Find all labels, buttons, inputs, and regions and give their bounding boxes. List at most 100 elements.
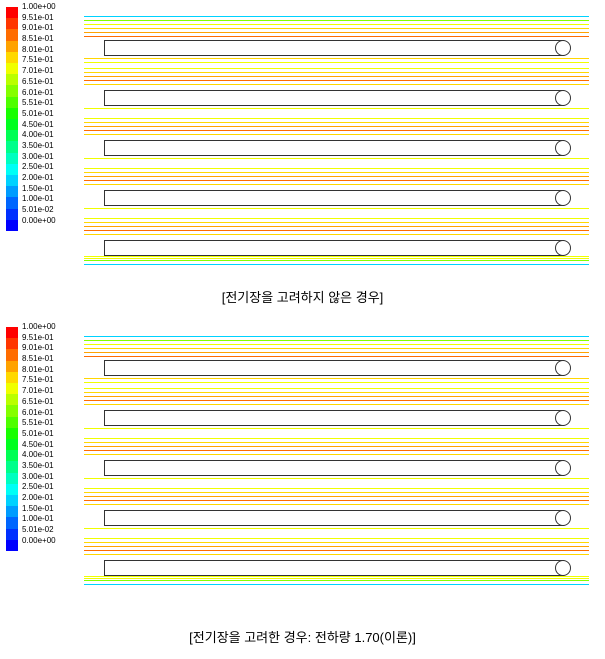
streamline [84, 32, 589, 33]
colorbar-swatch [6, 85, 18, 97]
streamline [84, 454, 589, 455]
channel [104, 90, 564, 106]
channel [104, 510, 564, 526]
streamline [84, 184, 589, 185]
streamline [84, 404, 589, 405]
colorbar-label: 5.01e-02 [22, 525, 56, 536]
streamline [84, 538, 589, 539]
channel [104, 40, 564, 56]
streamline [84, 546, 589, 547]
channel-tip [555, 240, 571, 256]
streamline [84, 478, 589, 479]
streamline [84, 504, 589, 505]
streamline [84, 58, 589, 59]
colorbar-swatch [6, 197, 18, 209]
streamline [84, 62, 589, 63]
channel-tip [555, 460, 571, 476]
streamline [84, 80, 589, 81]
colorbar-swatch [6, 186, 18, 198]
streamline [84, 356, 589, 357]
colorbar-swatch [6, 506, 18, 518]
streamline [84, 234, 589, 235]
streamline [84, 20, 589, 21]
channel-tip [555, 560, 571, 576]
colorbar-label: 8.01e-01 [22, 365, 56, 376]
caption-bottom: [전기장을 고려한 경우: 전하량 1.70(이론)] [0, 627, 605, 646]
colorbar-swatch [6, 209, 18, 221]
colorbar-swatch [6, 130, 18, 142]
colorbar-label: 5.51e-01 [22, 418, 56, 429]
colorbar-gradient-bottom [6, 327, 18, 551]
streamline [84, 344, 589, 345]
streamline [84, 122, 589, 123]
colorbar-label: 3.00e-01 [22, 472, 56, 483]
colorbar-label: 3.00e-01 [22, 152, 56, 163]
colorbar-label: 5.01e-01 [22, 429, 56, 440]
colorbar-label: 0.00e+00 [22, 536, 56, 547]
colorbar-swatch [6, 405, 18, 417]
streamline [84, 158, 589, 159]
colorbar-swatch [6, 141, 18, 153]
colorbar-swatch [6, 517, 18, 529]
channel [104, 140, 564, 156]
streamline [84, 528, 589, 529]
streamline [84, 492, 589, 493]
colorbar-label: 4.50e-01 [22, 120, 56, 131]
colorbar-label: 2.50e-01 [22, 482, 56, 493]
colorbar-swatch [6, 473, 18, 485]
streamline [84, 388, 589, 389]
streamline [84, 130, 589, 131]
streamline [84, 226, 589, 227]
streamline [84, 258, 589, 259]
streamline [84, 36, 589, 37]
streamline [84, 550, 589, 551]
streamline [84, 446, 589, 447]
streamlines-top [84, 10, 589, 258]
streamline [84, 392, 589, 393]
colorbar-label: 4.50e-01 [22, 440, 56, 451]
plot-area-top [84, 10, 589, 258]
colorbar-label: 1.00e+00 [22, 322, 56, 333]
colorbar-label: 6.51e-01 [22, 397, 56, 408]
colorbar-swatch [6, 153, 18, 165]
colorbar-swatch [6, 428, 18, 440]
streamline [84, 68, 589, 69]
streamline [84, 396, 589, 397]
colorbar-label: 5.01e-02 [22, 205, 56, 216]
colorbar-swatch [6, 164, 18, 176]
streamline [84, 218, 589, 219]
channel-tip [555, 40, 571, 56]
colorbar-swatch [6, 529, 18, 541]
colorbar-swatch [6, 97, 18, 109]
colorbar-label: 1.00e-01 [22, 514, 56, 525]
colorbar-swatch [6, 41, 18, 53]
colorbar-label: 9.51e-01 [22, 13, 56, 24]
colorbar-swatch [6, 18, 18, 30]
streamline [84, 118, 589, 119]
panel-top: 1.00e+009.51e-019.01e-018.51e-018.01e-01… [0, 0, 605, 310]
streamline [84, 378, 589, 379]
channel [104, 410, 564, 426]
colorbar-label: 9.01e-01 [22, 23, 56, 34]
colorbar-label: 6.51e-01 [22, 77, 56, 88]
colorbar-swatch [6, 220, 18, 232]
streamline [84, 72, 589, 73]
panel-bottom: 1.00e+009.51e-019.01e-018.51e-018.01e-01… [0, 320, 605, 650]
channel-tip [555, 510, 571, 526]
colorbar-gradient-top [6, 7, 18, 231]
colorbar-label: 0.00e+00 [22, 216, 56, 227]
colorbar-swatch [6, 417, 18, 429]
colorbar-swatch [6, 540, 18, 552]
colorbar-swatch [6, 7, 18, 19]
streamline [84, 172, 589, 173]
streamline [84, 580, 589, 581]
channel [104, 240, 564, 256]
colorbar-label: 6.01e-01 [22, 408, 56, 419]
streamline [84, 180, 589, 181]
streamline [84, 450, 589, 451]
streamline [84, 382, 589, 383]
colorbar-label: 1.00e-01 [22, 194, 56, 205]
streamline [84, 28, 589, 29]
colorbar-label: 4.00e-01 [22, 130, 56, 141]
colorbar-label: 4.00e-01 [22, 450, 56, 461]
